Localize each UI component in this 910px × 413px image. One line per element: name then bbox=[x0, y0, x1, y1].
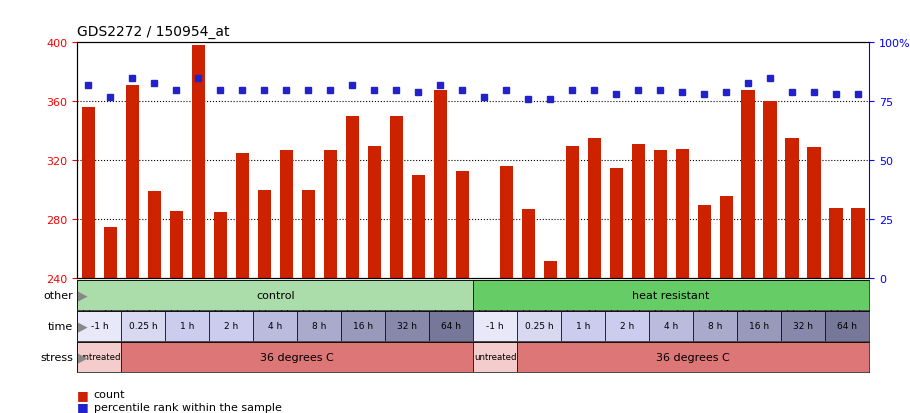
Text: ■: ■ bbox=[77, 400, 89, 413]
Bar bbox=[301, 190, 315, 279]
Text: ▶: ▶ bbox=[78, 319, 88, 332]
Text: 64 h: 64 h bbox=[837, 321, 857, 330]
Text: 1 h: 1 h bbox=[576, 321, 591, 330]
Text: count: count bbox=[94, 389, 126, 399]
Bar bbox=[649, 311, 693, 341]
Bar bbox=[214, 213, 227, 279]
Text: -1 h: -1 h bbox=[486, 321, 504, 330]
Text: 36 degrees C: 36 degrees C bbox=[656, 352, 730, 362]
Text: 1 h: 1 h bbox=[180, 321, 195, 330]
Text: -1 h: -1 h bbox=[90, 321, 108, 330]
Bar bbox=[675, 150, 689, 279]
Bar bbox=[385, 311, 430, 341]
Bar bbox=[588, 139, 601, 279]
Bar bbox=[121, 342, 473, 372]
Bar bbox=[781, 311, 825, 341]
Bar bbox=[169, 211, 183, 279]
Bar bbox=[763, 102, 776, 279]
Text: 8 h: 8 h bbox=[312, 321, 327, 330]
Text: stress: stress bbox=[40, 352, 73, 362]
Text: 0.25 h: 0.25 h bbox=[525, 321, 553, 330]
Text: 2 h: 2 h bbox=[620, 321, 634, 330]
Bar bbox=[473, 342, 517, 372]
Text: 0.25 h: 0.25 h bbox=[129, 321, 157, 330]
Bar bbox=[82, 108, 95, 279]
Bar bbox=[121, 311, 166, 341]
Text: 8 h: 8 h bbox=[708, 321, 723, 330]
Text: heat resistant: heat resistant bbox=[632, 290, 710, 300]
Text: ▶: ▶ bbox=[78, 350, 88, 363]
Text: 32 h: 32 h bbox=[794, 321, 813, 330]
Bar bbox=[742, 90, 754, 279]
Bar bbox=[236, 154, 248, 279]
Text: 36 degrees C: 36 degrees C bbox=[260, 352, 334, 362]
Bar bbox=[253, 311, 298, 341]
Text: time: time bbox=[47, 321, 73, 331]
Bar bbox=[341, 311, 385, 341]
Bar bbox=[298, 311, 341, 341]
Text: GDS2272 / 150954_at: GDS2272 / 150954_at bbox=[77, 25, 230, 39]
Text: 16 h: 16 h bbox=[749, 321, 769, 330]
Bar bbox=[411, 176, 425, 279]
Bar bbox=[565, 146, 579, 279]
Bar bbox=[192, 46, 205, 279]
Bar bbox=[500, 167, 512, 279]
Bar bbox=[829, 208, 843, 279]
Bar bbox=[610, 169, 622, 279]
Bar bbox=[521, 210, 535, 279]
Bar bbox=[209, 311, 253, 341]
Bar bbox=[737, 311, 781, 341]
Text: 32 h: 32 h bbox=[398, 321, 417, 330]
Bar bbox=[389, 117, 403, 279]
Bar bbox=[456, 171, 469, 279]
Bar bbox=[517, 311, 561, 341]
Text: ■: ■ bbox=[77, 388, 89, 401]
Bar bbox=[324, 151, 337, 279]
Bar bbox=[605, 311, 649, 341]
Bar bbox=[430, 311, 473, 341]
Bar bbox=[346, 117, 359, 279]
Bar bbox=[693, 311, 737, 341]
Bar bbox=[77, 280, 473, 310]
Bar bbox=[825, 311, 869, 341]
Bar bbox=[166, 311, 209, 341]
Bar bbox=[126, 86, 139, 279]
Bar bbox=[517, 342, 869, 372]
Text: percentile rank within the sample: percentile rank within the sample bbox=[94, 402, 281, 412]
Text: control: control bbox=[256, 290, 295, 300]
Bar bbox=[77, 342, 121, 372]
Text: 16 h: 16 h bbox=[353, 321, 373, 330]
Text: 4 h: 4 h bbox=[664, 321, 678, 330]
Bar bbox=[104, 227, 116, 279]
Bar bbox=[473, 311, 517, 341]
Bar bbox=[720, 197, 733, 279]
Bar bbox=[697, 205, 711, 279]
Bar bbox=[561, 311, 605, 341]
Bar bbox=[258, 190, 271, 279]
Bar bbox=[543, 261, 557, 279]
Text: 4 h: 4 h bbox=[268, 321, 282, 330]
Bar bbox=[279, 151, 293, 279]
Bar bbox=[433, 90, 447, 279]
Bar bbox=[785, 139, 799, 279]
Bar bbox=[368, 146, 380, 279]
Text: untreated: untreated bbox=[78, 352, 121, 361]
Bar bbox=[653, 151, 667, 279]
Bar bbox=[147, 192, 161, 279]
Text: 64 h: 64 h bbox=[441, 321, 461, 330]
Bar bbox=[632, 145, 644, 279]
Text: 2 h: 2 h bbox=[224, 321, 238, 330]
Text: untreated: untreated bbox=[474, 352, 517, 361]
Bar bbox=[807, 148, 821, 279]
Bar bbox=[473, 280, 869, 310]
Bar bbox=[77, 311, 121, 341]
Text: other: other bbox=[43, 290, 73, 300]
Bar bbox=[852, 208, 864, 279]
Text: ▶: ▶ bbox=[78, 288, 88, 301]
